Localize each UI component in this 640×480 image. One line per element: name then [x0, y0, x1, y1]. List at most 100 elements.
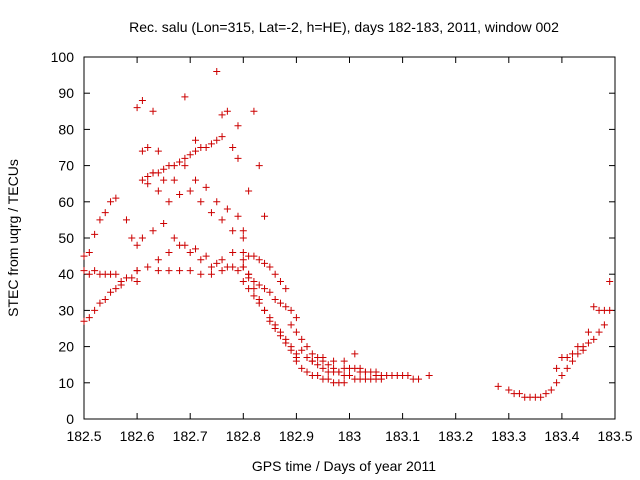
data-point [80, 252, 88, 260]
data-point [107, 198, 115, 206]
data-point [287, 346, 295, 354]
y-tick-label: 0 [66, 411, 74, 427]
data-point [303, 368, 311, 376]
data-point [202, 252, 210, 260]
data-point [186, 151, 194, 159]
data-point [149, 227, 157, 235]
data-point [303, 343, 311, 351]
data-point [239, 256, 247, 264]
x-tick-label: 182.7 [173, 428, 208, 444]
data-point [314, 361, 322, 369]
data-point [165, 267, 173, 275]
data-point [330, 357, 338, 365]
data-point [505, 386, 513, 394]
data-point [122, 216, 130, 224]
data-point [138, 147, 146, 155]
data-point [553, 379, 561, 387]
data-point [239, 248, 247, 256]
data-point [223, 263, 231, 271]
data-point [170, 162, 178, 170]
data-point [372, 368, 380, 376]
data-point [351, 350, 359, 358]
data-point [606, 277, 614, 285]
data-point [176, 158, 184, 166]
data-point [144, 172, 152, 180]
data-point [133, 241, 141, 249]
y-tick-label: 20 [58, 339, 74, 355]
data-point [213, 259, 221, 267]
data-point [245, 187, 253, 195]
data-point [91, 230, 99, 238]
data-point [319, 364, 327, 372]
data-point [186, 267, 194, 275]
data-point [292, 357, 300, 365]
data-point [234, 154, 242, 162]
data-point [537, 393, 545, 401]
data-point [154, 267, 162, 275]
data-point [308, 357, 316, 365]
data-point [176, 241, 184, 249]
data-point [207, 263, 215, 271]
data-point [425, 372, 433, 380]
data-point [266, 288, 274, 296]
data-point [276, 299, 284, 307]
data-point [165, 198, 173, 206]
x-tick-label: 183.5 [597, 428, 632, 444]
data-point [181, 162, 189, 170]
data-point [346, 372, 353, 380]
data-point [404, 372, 412, 380]
data-point [154, 256, 162, 264]
data-point [361, 368, 369, 376]
data-point [250, 292, 258, 300]
data-point [133, 267, 141, 275]
y-tick-label: 60 [58, 194, 74, 210]
data-point [292, 328, 300, 336]
data-point [170, 234, 178, 242]
data-point [314, 372, 322, 380]
data-point [547, 386, 555, 394]
data-point [324, 361, 332, 369]
data-point [324, 375, 332, 383]
data-point [197, 256, 205, 264]
data-point [80, 267, 88, 275]
data-point [207, 140, 215, 148]
data-point [308, 350, 316, 358]
data-point [239, 277, 247, 285]
data-point [271, 270, 279, 278]
data-point [202, 183, 210, 191]
data-point [138, 96, 146, 104]
data-point [197, 198, 205, 206]
data-point [144, 263, 152, 271]
data-point [261, 212, 269, 220]
data-point [282, 339, 290, 347]
data-point [218, 133, 226, 141]
data-point [223, 107, 231, 115]
data-point [160, 220, 168, 228]
data-point [569, 350, 577, 358]
data-point [181, 93, 189, 101]
data-point [287, 321, 295, 329]
y-tick-label: 10 [58, 375, 74, 391]
data-point [138, 234, 146, 242]
data-point [494, 382, 502, 390]
data-point [176, 267, 184, 275]
data-point [255, 281, 263, 289]
y-tick-label: 40 [58, 266, 74, 282]
data-point [133, 104, 141, 112]
data-point [192, 147, 200, 155]
data-point [255, 296, 263, 304]
data-point [563, 353, 571, 361]
data-point [250, 285, 258, 293]
data-point [85, 314, 93, 322]
data-point [213, 136, 221, 144]
data-point [239, 234, 247, 242]
data-point [335, 368, 343, 376]
data-point [85, 248, 93, 256]
x-tick-label: 182.9 [279, 428, 314, 444]
data-point [303, 353, 311, 361]
data-point [160, 176, 168, 184]
x-axis: 182.5 182.6 182.7 182.8 182.9 183 183.1 183.2 18… [66, 57, 633, 444]
data-point [250, 107, 258, 115]
data-point [229, 227, 237, 235]
